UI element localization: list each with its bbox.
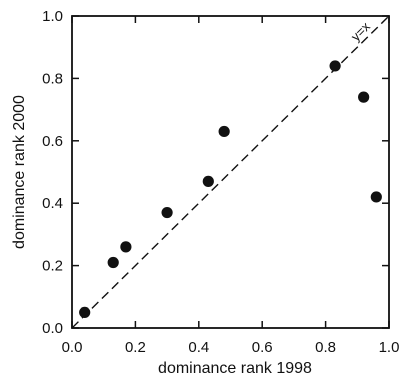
scatter-point-6: [218, 125, 230, 138]
y-axis-label: dominance rank 2000: [11, 95, 28, 249]
axes: [71, 15, 390, 329]
scatter-point-8: [358, 91, 370, 103]
y-tick-label: 0.6: [42, 133, 63, 150]
reference-line-group: y=x: [71, 15, 390, 329]
scatter-point-1: [79, 306, 91, 318]
scatter-point-5: [202, 175, 214, 187]
x-tick-label: 0.0: [62, 339, 83, 356]
y-tick-label: 0.0: [42, 320, 63, 337]
x-tick-label: 0.4: [188, 339, 209, 356]
scatter-point-9: [370, 191, 382, 203]
scatter-point-2: [107, 256, 119, 269]
reference-line-label: y=x: [348, 19, 374, 45]
scatter-point-4: [161, 206, 173, 219]
y-tick-label: 0.4: [42, 195, 63, 212]
x-tick-label: 1.0: [379, 339, 400, 356]
data-points: [79, 60, 382, 318]
x-axis-label: dominance rank 1998: [158, 360, 312, 377]
y-tick-label: 0.8: [42, 70, 63, 87]
x-tick-label: 0.6: [252, 339, 273, 356]
scatter-point-7: [329, 60, 341, 72]
x-tick-label: 0.8: [315, 339, 336, 356]
reference-line-y-equals-x: [71, 15, 390, 329]
y-tick-label: 0.2: [42, 258, 63, 275]
y-tick-label: 1.0: [42, 8, 63, 25]
scatter-point-3: [120, 241, 132, 253]
x-tick-label: 0.2: [125, 339, 146, 356]
plot-frame: [71, 15, 390, 329]
tick-marks-and-labels: 0.0 0.2 0.4 0.6 0.8 1.0 0.0 0.2 0.4 0.6 0.8 1.0: [42, 8, 399, 356]
